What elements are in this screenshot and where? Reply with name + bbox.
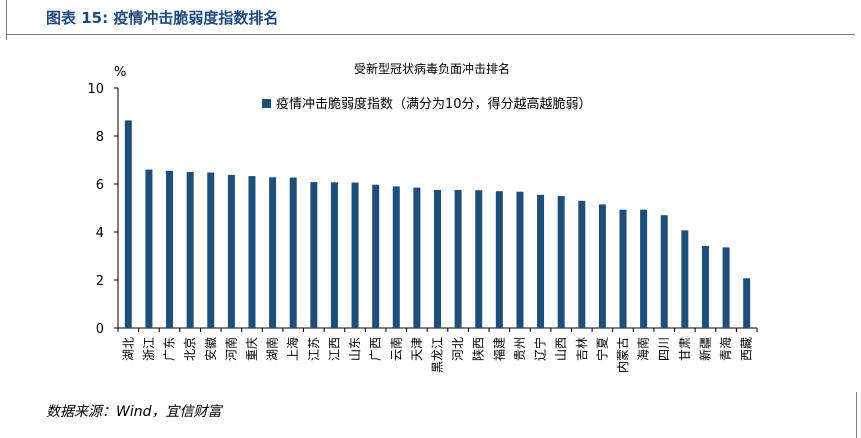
x-tick-label: 内蒙古 [615,337,630,373]
x-tick-label: 天津 [410,337,424,361]
x-tick-label: 甘肃 [678,337,692,361]
bar-吉林 [578,200,586,328]
y-axis-unit: % [114,65,126,80]
x-tick-label: 江西 [327,337,341,361]
bar-河南 [227,174,235,328]
bar-安徽 [207,172,215,328]
y-tick-label: 0 [96,322,104,337]
bar-四川 [660,215,668,328]
bar-黑龙江 [434,190,441,328]
x-tick-label: 北京 [183,337,197,361]
bar-海南 [640,209,648,328]
bar-江苏 [310,182,318,328]
x-tick-label: 浙江 [142,337,156,361]
bar-辽宁 [537,194,545,328]
x-tick-label: 辽宁 [533,337,548,361]
x-tick-label: 重庆 [245,337,259,361]
x-tick-label: 湖南 [265,337,280,361]
x-tick-label: 云南 [388,337,403,361]
bar-上海 [289,177,297,328]
x-tick-label: 广东 [163,337,177,361]
legend-label: 疫情冲击脆弱度指数（满分为10分，得分越高越脆弱） [276,96,592,112]
bar-天津 [413,187,421,328]
y-axis-ticks: 0 2 4 6 8 10 [87,82,118,337]
x-tick-label: 宁夏 [594,337,609,361]
figure-source: 数据来源：Wind，宜信财富 [46,404,222,420]
x-tick-label: 海南 [636,337,651,361]
y-tick-label: 4 [96,226,104,241]
x-tick-label: 上海 [285,337,300,361]
header-rule [6,34,855,35]
y-tick-label: 8 [96,130,104,145]
x-tick-label: 陕西 [471,337,486,361]
x-tick-label: 湖北 [120,337,135,361]
bar-广东 [166,170,174,328]
x-tick-label: 山东 [348,337,362,361]
x-tick-label: 广西 [369,337,383,361]
bar-山西 [557,196,565,328]
bar-云南 [392,186,400,328]
legend: 疫情冲击脆弱度指数（满分为10分，得分越高越脆弱） [262,96,592,112]
y-tick-label: 6 [96,178,104,193]
bar-北京 [186,172,194,328]
bar-广西 [372,184,380,328]
bar-新疆 [701,245,709,328]
x-tick-label: 四川 [657,337,671,361]
bar-西藏 [743,278,751,328]
bar-甘肃 [681,230,689,328]
x-tick-label: 安徽 [203,337,218,361]
x-tick-label: 福建 [491,337,506,361]
x-tick-label: 吉林 [575,337,589,361]
bar-宁夏 [598,204,606,328]
x-tick-label: 贵州 [513,337,527,361]
figure-header: 图表 15: 疫情冲击脆弱度指数排名 [0,0,861,40]
bar-浙江 [145,169,153,328]
x-tick-label: 黑龙江 [431,337,445,373]
bar-福建 [495,191,503,328]
x-tick-label: 青海 [718,337,733,361]
bar-江西 [330,182,338,328]
y-tick-label: 10 [87,82,104,97]
bar-青海 [722,247,730,328]
frame-left-line [6,0,7,40]
bar-series [124,120,751,329]
bar-重庆 [248,176,256,328]
x-tick-label: 山西 [554,337,568,361]
x-tick-label: 西藏 [740,337,754,361]
figure-title: 图表 15: 疫情冲击脆弱度指数排名 [46,9,279,27]
x-tick-label: 江苏 [307,337,321,361]
bar-陕西 [475,190,483,328]
x-tick-label: 河南 [223,337,238,361]
y-tick-label: 2 [96,274,104,289]
frame-right-line [856,392,857,438]
bar-湖北 [124,120,132,329]
bar-贵州 [516,191,524,328]
x-tick-label: 新疆 [697,337,712,361]
bar-湖南 [269,177,277,328]
bar-河北 [454,190,462,328]
x-axis-labels: 湖北 浙江 广东 北京 安徽 河南 重庆 湖南 上海 江苏 江西 山东 广西 云南 天津 黑龙江 河北 陕西 福建贵… [117,328,758,373]
bar-内蒙古 [619,209,627,328]
x-tick-label: 河北 [451,337,465,361]
legend-swatch [262,99,271,108]
bar-山东 [351,182,359,328]
chart-title: 受新型冠状病毒负面冲击排名 [354,61,510,76]
